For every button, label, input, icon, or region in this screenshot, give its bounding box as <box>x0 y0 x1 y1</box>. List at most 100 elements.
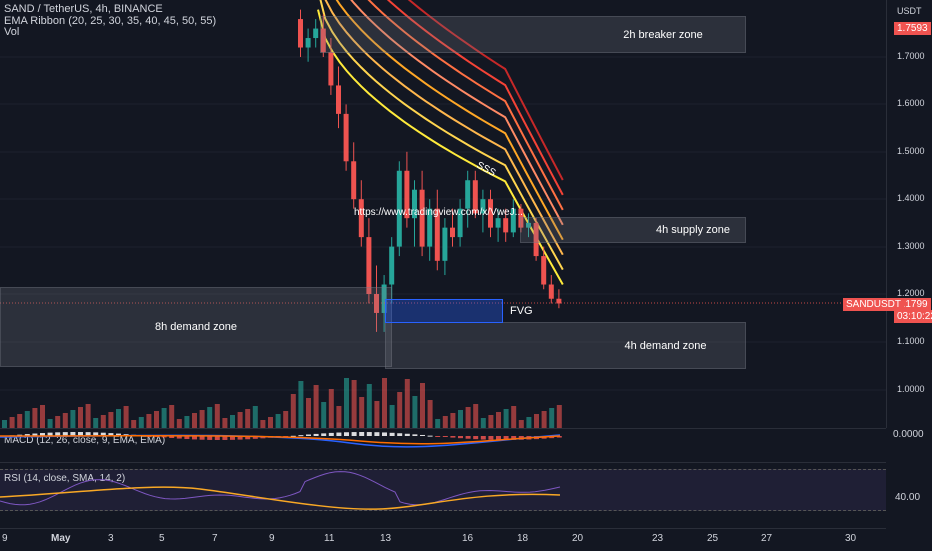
ema-ribbon <box>317 0 564 285</box>
price-axis[interactable]: USDT 1.7593 1.7000 1.6000 1.5000 1.4000 1.30… <box>886 0 932 428</box>
volume-bar <box>435 419 441 428</box>
fvg-box[interactable] <box>385 299 503 323</box>
demand-8h-zone[interactable]: 8h demand zone <box>0 287 392 367</box>
volume-bar <box>321 402 327 428</box>
macd-hist-bar <box>450 436 456 438</box>
candle-body <box>480 199 486 214</box>
macd-hist-bar <box>290 435 296 437</box>
macd-hist-bar <box>458 436 463 439</box>
macd-hist-bar <box>192 436 197 440</box>
candle-body <box>442 227 448 261</box>
candle-body <box>495 218 501 228</box>
macd-hist-bar <box>351 432 357 436</box>
time-axis[interactable]: 9 May 3 5 7 9 11 13 16 18 20 23 25 27 30 <box>0 528 886 551</box>
rsi-pane[interactable]: RSI (14, close, SMA, 14, 2) <box>0 462 886 529</box>
macd-hist-bar <box>100 432 106 436</box>
price-tick-label: 1.4000 <box>897 193 925 203</box>
candle-body <box>533 222 539 257</box>
vol-label: Vol <box>4 26 20 38</box>
price-tick-label: 1.1000 <box>897 336 925 346</box>
candle-body <box>404 170 410 219</box>
time-tick-label: 20 <box>572 533 584 544</box>
volume-bar <box>192 413 197 428</box>
macd-hist-bar <box>382 432 387 436</box>
volume-bar <box>503 409 509 428</box>
time-tick-label: 7 <box>212 533 218 544</box>
price-tick-label: 1.2000 <box>897 288 925 298</box>
volume-bar <box>2 420 7 428</box>
demand-8h-zone-label: 8h demand zone <box>155 321 237 333</box>
url-text: https://www.tradingview.com/x/VweJ... <box>354 207 523 218</box>
macd-hist-bar <box>336 432 342 436</box>
volume-bar <box>496 412 501 428</box>
macd-hist-bar <box>55 432 61 436</box>
candle-body <box>488 199 493 228</box>
price-tick-label: 1.3000 <box>897 241 925 251</box>
price-chart[interactable] <box>0 0 886 428</box>
ema-line <box>386 0 564 196</box>
candle-body <box>450 227 455 238</box>
candle-body <box>351 161 357 200</box>
candle-body <box>510 208 516 233</box>
breaker-zone[interactable]: 2h breaker zone <box>320 16 746 53</box>
candle-body <box>358 199 364 238</box>
ema-line <box>350 0 564 226</box>
time-tick-label: May <box>51 533 71 544</box>
price-tick-label: 1.6000 <box>897 98 925 108</box>
macd-hist-bar <box>389 432 395 436</box>
demand-4h-zone[interactable]: 4h demand zone <box>385 322 746 369</box>
supply-zone-label: 4h supply zone <box>656 224 730 236</box>
macd-hist-bar <box>47 432 53 436</box>
volume-bar <box>78 407 83 428</box>
time-tick-label: 13 <box>380 533 392 544</box>
macd-pane[interactable]: MACD (12, 26, close, 9, EMA, EMA) <box>0 428 886 463</box>
supply-zone[interactable]: 4h supply zone <box>520 217 746 243</box>
volume-bar <box>313 385 319 428</box>
volume-bar <box>40 405 45 428</box>
volume-bar <box>366 384 372 428</box>
volume-bar <box>397 392 403 428</box>
macd-hist-bar <box>503 436 509 440</box>
volume-bar <box>85 404 91 428</box>
volume-bar <box>306 398 311 428</box>
volume-bar <box>207 407 213 428</box>
candle-body <box>412 189 417 219</box>
macd-hist-bar <box>420 434 425 436</box>
macd-hist-bar <box>328 432 334 436</box>
macd-hist-bar <box>435 436 441 437</box>
volume-bar <box>131 420 137 428</box>
candles <box>298 9 562 332</box>
volume-bar <box>404 379 410 428</box>
macd-hist-bar <box>252 436 258 439</box>
time-tick-label: 16 <box>462 533 474 544</box>
volume-bar <box>222 418 228 428</box>
volume-bar <box>17 414 23 428</box>
volume-bar <box>382 378 387 428</box>
volume-bar <box>465 407 471 428</box>
volume-bar <box>161 408 167 428</box>
volume-bar <box>541 411 547 428</box>
time-tick-label: 18 <box>517 533 529 544</box>
volume-bar <box>199 410 205 428</box>
currency-label: USDT <box>897 6 922 16</box>
fvg-label: FVG <box>510 305 533 317</box>
signal-line <box>0 434 561 445</box>
macd-hist-bar <box>397 433 403 436</box>
volume-bar <box>154 411 159 428</box>
candle-body <box>503 218 509 233</box>
volume-bar <box>283 411 289 428</box>
macd-hist-bar <box>465 436 471 439</box>
macd-hist-bar <box>480 436 486 440</box>
macd-hist-bar <box>237 436 243 440</box>
volume-bar <box>93 418 99 428</box>
symbol-tag: SANDUSDT <box>843 298 905 311</box>
rsi-band <box>0 469 886 511</box>
volume-bar <box>55 416 61 428</box>
volume-bar <box>458 410 463 428</box>
volume-bar <box>549 408 555 428</box>
macd-hist-bar <box>169 436 175 439</box>
rsi-value: 40.00 <box>895 492 921 503</box>
macd-hist-bar <box>245 436 251 440</box>
candle-body <box>381 284 387 313</box>
candle-body <box>548 284 554 299</box>
